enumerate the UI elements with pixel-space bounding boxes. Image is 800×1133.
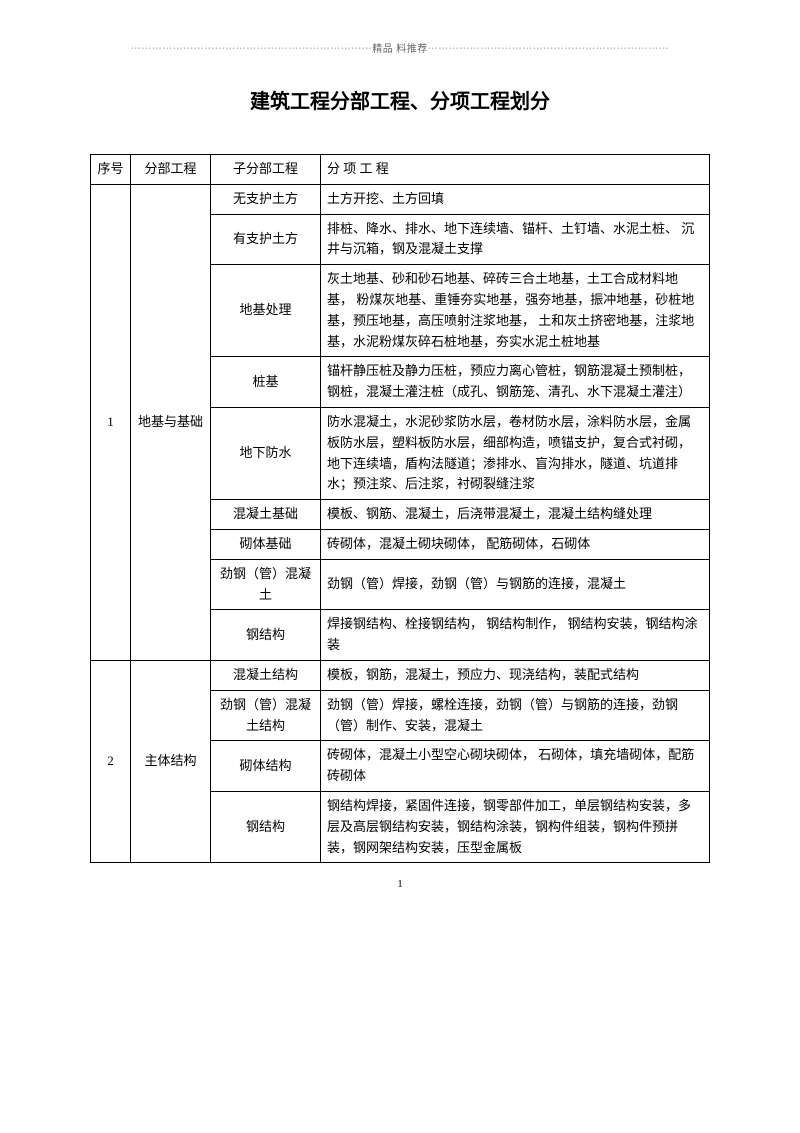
cell-detail: 排桩、降水、排水、地下连续墙、锚杆、土钉墙、水泥土桩、 沉井与沉箱，钢及混凝土支…	[321, 214, 710, 265]
table-row: 2主体结构混凝土结构模板，钢筋，混凝土，预应力、现浇结构，装配式结构	[91, 660, 710, 690]
cell-seq: 2	[91, 660, 131, 862]
page-title: 建筑工程分部工程、分项工程划分	[90, 85, 710, 114]
cell-sub: 钢结构	[211, 791, 321, 862]
cell-sub: 有支护土方	[211, 214, 321, 265]
table-header-row: 序号 分部工程 子分部工程 分 项 工 程	[91, 155, 710, 185]
cell-sub: 砌体结构	[211, 741, 321, 792]
cell-detail: 土方开挖、土方回填	[321, 184, 710, 214]
cell-sub: 混凝土结构	[211, 660, 321, 690]
cell-detail: 劲钢（管）焊接，劲钢（管）与钢筋的连接，混凝土	[321, 559, 710, 610]
cell-detail: 劲钢（管）焊接，螺栓连接，劲钢（管）与钢筋的连接，劲钢（管）制作、安装，混凝土	[321, 690, 710, 741]
cell-sub: 砌体基础	[211, 529, 321, 559]
cell-detail: 灰土地基、砂和砂石地基、碎砖三合土地基，土工合成材料地基， 粉煤灰地基、重锤夯实…	[321, 265, 710, 357]
cell-sub: 钢结构	[211, 610, 321, 661]
table-row: 1地基与基础无支护土方土方开挖、土方回填	[91, 184, 710, 214]
division-table: 序号 分部工程 子分部工程 分 项 工 程 1地基与基础无支护土方土方开挖、土方…	[90, 154, 710, 863]
cell-detail: 模板，钢筋，混凝土，预应力、现浇结构，装配式结构	[321, 660, 710, 690]
cell-sub: 混凝土基础	[211, 500, 321, 530]
cell-sub: 地下防水	[211, 407, 321, 499]
cell-detail: 砖砌体，混凝土砌块砌体， 配筋砌体，石砌体	[321, 529, 710, 559]
table-body: 1地基与基础无支护土方土方开挖、土方回填有支护土方排桩、降水、排水、地下连续墙、…	[91, 184, 710, 863]
page-number: 1	[90, 878, 710, 890]
header-sub: 子分部工程	[211, 155, 321, 185]
header-text: 精品 料推荐	[372, 44, 428, 55]
cell-sub: 劲钢（管）混凝土结构	[211, 690, 321, 741]
cell-sub: 地基处理	[211, 265, 321, 357]
cell-detail: 砖砌体，混凝土小型空心砌块砌体， 石砌体，填充墙砌体，配筋砖砌体	[321, 741, 710, 792]
cell-sub: 无支护土方	[211, 184, 321, 214]
header-decoration: ⋯⋯⋯⋯⋯⋯⋯⋯⋯⋯⋯⋯⋯⋯⋯⋯⋯⋯⋯⋯⋯⋯⋯精品 料推荐⋯⋯⋯⋯⋯⋯⋯⋯⋯⋯⋯…	[90, 40, 710, 55]
cell-detail: 焊接钢结构、栓接钢结构， 钢结构制作， 钢结构安装，钢结构涂装	[321, 610, 710, 661]
cell-sub: 劲钢（管）混凝土	[211, 559, 321, 610]
cell-sub: 桩基	[211, 357, 321, 408]
cell-seq: 1	[91, 184, 131, 660]
cell-detail: 锚杆静压桩及静力压桩，预应力离心管桩，钢筋混凝土预制桩，钢桩，混凝土灌注桩（成孔…	[321, 357, 710, 408]
cell-detail: 模板、钢筋、混凝土，后浇带混凝土，混凝土结构缝处理	[321, 500, 710, 530]
cell-main: 地基与基础	[131, 184, 211, 660]
header-main: 分部工程	[131, 155, 211, 185]
cell-detail: 防水混凝土，水泥砂浆防水层，卷材防水层，涂料防水层，金属板防水层，塑料板防水层，…	[321, 407, 710, 499]
cell-detail: 钢结构焊接，紧固件连接，钢零部件加工，单层钢结构安装，多层及高层钢结构安装，钢结…	[321, 791, 710, 862]
header-detail: 分 项 工 程	[321, 155, 710, 185]
header-seq: 序号	[91, 155, 131, 185]
cell-main: 主体结构	[131, 660, 211, 862]
